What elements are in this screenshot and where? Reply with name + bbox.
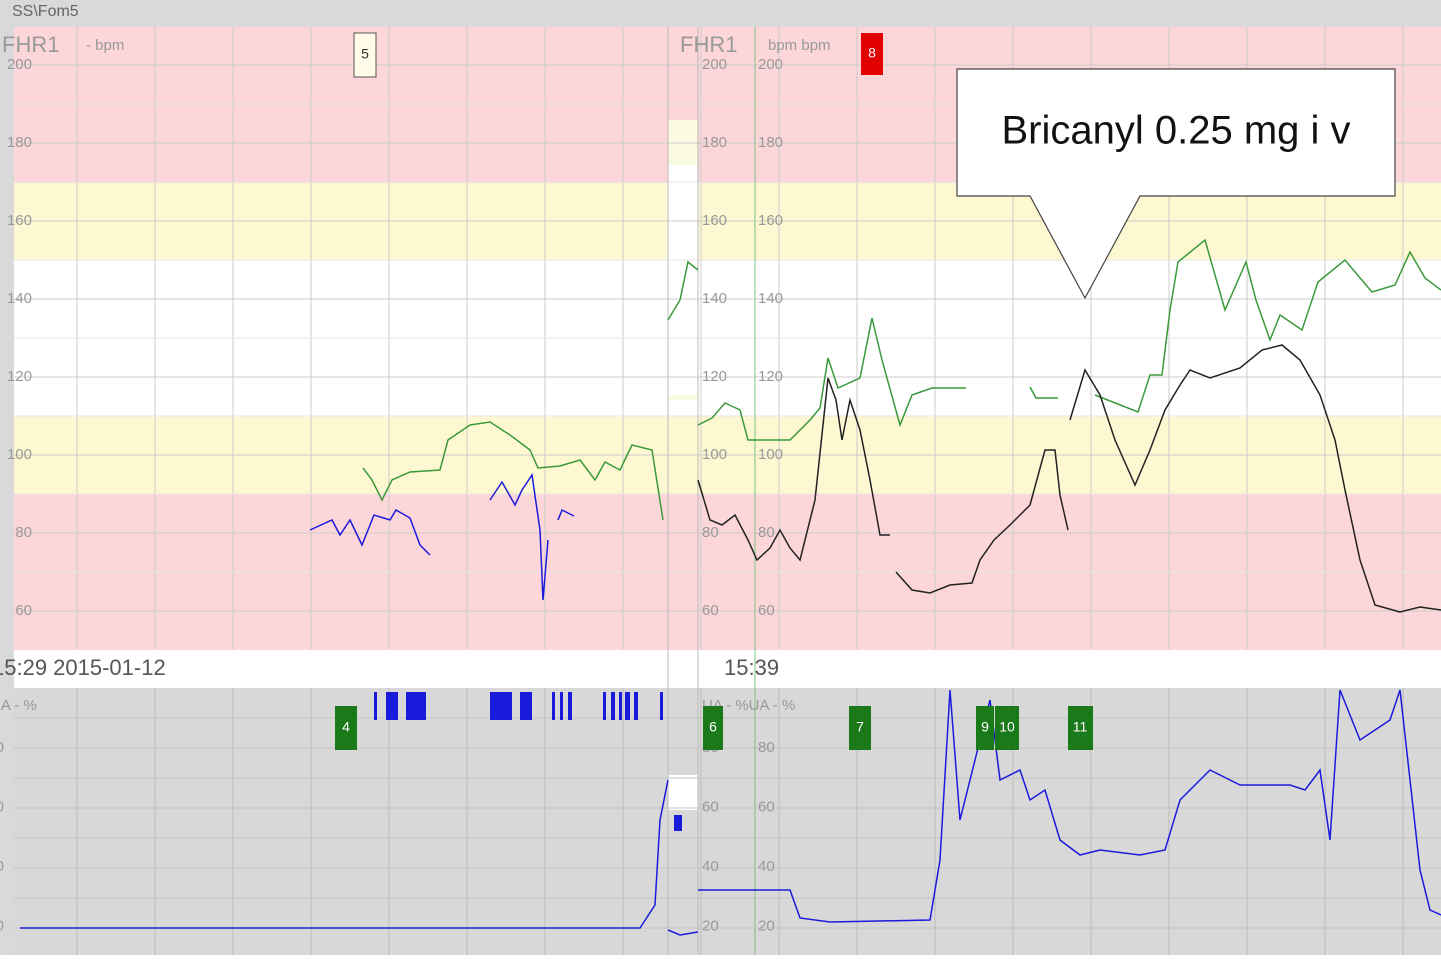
- tick-label: 200: [7, 56, 32, 73]
- callout: Bricanyl 0.25 mg i v: [956, 68, 1396, 300]
- tick-label: 40: [0, 858, 4, 875]
- tick-label: 60: [0, 798, 4, 815]
- tick-label: 80: [758, 524, 775, 541]
- tick-label: 100: [758, 446, 783, 463]
- tick-label: 100: [7, 446, 32, 463]
- tick-label: 100: [702, 446, 727, 463]
- tick-label: 80: [758, 739, 775, 756]
- tick-label: 180: [758, 134, 783, 151]
- tick-label: 120: [702, 368, 727, 385]
- tick-label: 60: [15, 602, 32, 619]
- tick-label: 160: [702, 212, 727, 229]
- tick-label: 140: [7, 290, 32, 307]
- tick-label: 120: [758, 368, 783, 385]
- marker: 10: [999, 719, 1015, 735]
- ua-label: UA - %UA - %: [702, 697, 795, 714]
- marker: 6: [709, 719, 717, 735]
- tick-label: 160: [7, 212, 32, 229]
- marker: 9: [981, 719, 989, 735]
- marker: 8: [868, 45, 876, 61]
- fhr-unit: bpm bpm: [768, 37, 831, 54]
- tick-label: 140: [702, 290, 727, 307]
- fhr-unit: - bpm: [86, 37, 124, 54]
- ua-label: UA - %: [0, 697, 37, 714]
- tick-label: 80: [15, 524, 32, 541]
- event-markers: 5 8 4 6 7 9 10 11: [335, 32, 1093, 750]
- annotation: Bricanyl 0.25 mg i v: [1001, 109, 1350, 153]
- tick-label: 200: [702, 56, 727, 73]
- tick-label: 180: [702, 134, 727, 151]
- tick-label: 180: [7, 134, 32, 151]
- timestamp: 15:39: [724, 655, 779, 680]
- tick-label: 60: [702, 602, 719, 619]
- tick-label: 20: [758, 917, 775, 934]
- marker: 7: [856, 719, 864, 735]
- marker: 5: [361, 46, 369, 62]
- tick-label: 40: [758, 858, 775, 875]
- timestamp: 15:29 2015-01-12: [0, 655, 166, 680]
- marker: 4: [342, 719, 350, 735]
- tick-label: 60: [758, 602, 775, 619]
- tick-label: 60: [702, 798, 719, 815]
- fhr-label: FHR1: [680, 32, 737, 57]
- marker: 11: [1073, 719, 1088, 735]
- tick-label: 40: [702, 858, 719, 875]
- tick-label: 140: [758, 290, 783, 307]
- contraction-bars: [374, 692, 682, 831]
- traces: [20, 238, 1441, 936]
- tick-label: 120: [7, 368, 32, 385]
- tick-label: 20: [702, 917, 719, 934]
- tick-label: 80: [702, 524, 719, 541]
- tick-label: 20: [0, 917, 4, 934]
- header: SS\Fom5: [12, 3, 79, 20]
- tick-label: 160: [758, 212, 783, 229]
- tick-label: 60: [758, 798, 775, 815]
- fhr-label: FHR1: [2, 32, 59, 57]
- tick-label: 80: [0, 739, 4, 756]
- tick-label: 200: [758, 56, 783, 73]
